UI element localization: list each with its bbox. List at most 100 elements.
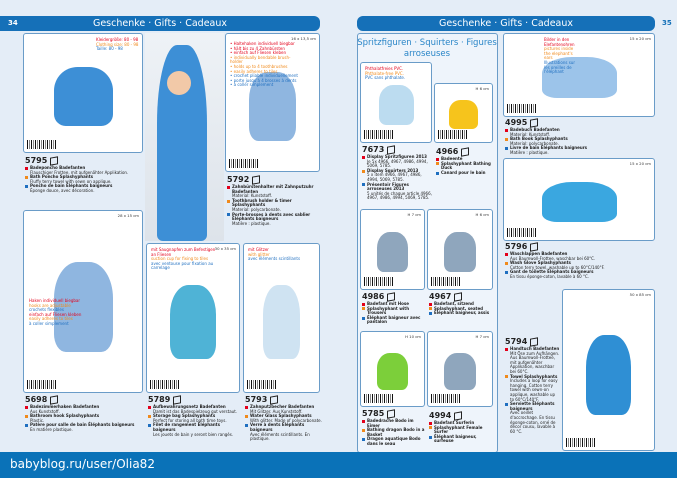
description-text: Bathroom hook Splashyphants Plastic. [30, 414, 99, 423]
language-marker-icon [362, 316, 365, 320]
description-text: Bath Book Splashyphants Material: polycar… [510, 137, 568, 146]
description-en: Splashyphant Bathing Duck [436, 161, 494, 171]
product-image-box-5789[interactable]: 30 x 35 cm mit Saugnapfen zum Befestigen … [146, 243, 240, 393]
product-image-box-5796[interactable]: 15 x 20 cm [503, 158, 655, 241]
description-de: Badefant mit Hose [362, 301, 427, 307]
product-info-5785: 5785 Badedrache Bodo im Eimer Bathing drag… [362, 409, 427, 447]
description-body: En tissu éponge-coton, lavable à 60 °C. [510, 273, 590, 279]
package-box-icon [530, 118, 539, 128]
product-illustration [444, 352, 476, 390]
product-image-box-4966[interactable]: H 6 cm [434, 83, 493, 143]
language-marker-icon [436, 171, 439, 175]
description-title: Splashyphant Female Surfer [434, 424, 483, 435]
package-box-icon [387, 145, 396, 155]
description-body: Plastic. [30, 417, 45, 423]
feature-notes: Phthalatfreies PVC. Phthalate-free PVC. PV… [365, 66, 425, 81]
description-text: Patère pour salle de bain Éléphants baig… [30, 423, 134, 432]
barcode [507, 104, 537, 113]
language-marker-icon [505, 271, 508, 275]
description-text: Dragon aquatique Bodo dans le seau [367, 437, 427, 446]
product-image-box-4994[interactable]: H 7 cm [427, 331, 493, 407]
product-info-7673: 7673 Display Spritzfiguren 2013 Je 5x 4966… [362, 145, 434, 201]
description-body: Material: Kunststoff. [510, 131, 551, 137]
description-body: Avec oeillet d'accrochage. En tissu épon… [510, 410, 556, 434]
product-image-box-4986[interactable]: H 7 cm [360, 209, 425, 290]
product-code: 7673 [362, 145, 434, 155]
description-fr: Livre de bain Éléphants baigneurs Matière… [505, 146, 655, 155]
description-text: Splashyphant Female Surfer [434, 424, 493, 435]
description-en: Wash Glove Splashyphants Cotton terry tow… [505, 261, 655, 270]
description-text: Éléphant baigneur, assis [434, 311, 489, 316]
description-text: Bath Poncho Splashyphants Fluffy terry to… [30, 175, 112, 184]
description-text: Display Spritzfiguren 2013 Je 5x 4966, 49… [367, 154, 434, 169]
barcode [364, 394, 394, 403]
product-code: 5794 [505, 336, 560, 347]
feature-note: Illustrations sur les oreilles de l'élép… [544, 59, 575, 75]
feature-note: einfach auf Fliesen kleben [29, 311, 82, 317]
description-title: Verre à dents Éléphants baigneurs [250, 422, 305, 432]
description-title: Toothbrush holder & timer Splashyphants [232, 197, 292, 208]
description-text: Verre à dents Éléphants baigneurs Avec él… [250, 423, 322, 441]
description-text: Éléphant baigneur, surfeuse [434, 434, 493, 444]
footer-url[interactable]: babyblog.ru/user/Olia82 [10, 457, 155, 471]
language-marker-icon [505, 252, 508, 256]
description-de: Badebuch Badefanten Material: Kunststoff. [505, 127, 655, 137]
description-text: Splashyphant, seated [434, 306, 483, 312]
product-info-5794: 5794 Handtuch Badefanten Mit Öse zum Aufhä… [505, 336, 560, 434]
size-label: 30 x 35 cm [214, 246, 236, 251]
product-image-box-5785[interactable]: H 10 cm [360, 331, 425, 407]
barcode [431, 277, 461, 286]
description-title: Bathroom hook Splashyphants [30, 413, 100, 419]
description-body: Matière : plastique. [510, 149, 549, 155]
feature-note: pictures inside the elephant's ears [544, 46, 574, 61]
header-bar-right: Geschenke · Gifts · Cadeaux [357, 16, 655, 31]
description-body: With glitter. Made of polycarbonate. [250, 417, 322, 423]
package-box-icon [454, 411, 463, 421]
product-code-number: 5794 [505, 336, 528, 346]
product-image-box-4995[interactable]: 15 x 20 cm Bilder in den Elefantenohren pi… [503, 33, 655, 117]
product-code-number: 5796 [505, 241, 528, 251]
description-title: Éléphant baigneur, assis [434, 310, 490, 316]
feature-note: Haken individuell biegbar [29, 298, 80, 303]
product-image-box-4967[interactable]: H 6 cm [427, 209, 493, 290]
description-title: Poncho de bain Éléphants baigneurs [30, 183, 113, 189]
language-marker-icon [25, 166, 28, 170]
description-body: 5 unités de chaque article 4966, 4967, 4… [367, 190, 432, 201]
product-image-box-5793[interactable]: mit Glitzer with glitter avec éléments sci… [243, 243, 320, 393]
description-fr: Patère pour salle de bain Éléphants baig… [25, 423, 143, 432]
product-code: 5785 [362, 409, 427, 419]
language-marker-icon [429, 302, 432, 306]
product-code: 5789 [148, 395, 240, 405]
product-image-box-7673[interactable]: Phthalatfreies PVC. Phthalate-free PVC. PV… [360, 62, 432, 143]
language-marker-icon [148, 414, 151, 418]
description-title: Livre de bain Éléphants baigneurs [510, 145, 588, 151]
feature-note: suction cup for fixing to tiles [151, 256, 209, 262]
product-code-number: 5795 [25, 155, 48, 165]
feature-note: easily adheres to tiles [29, 316, 73, 322]
description-en: Splashyphant with Trousers [362, 306, 427, 316]
feature-notes: mit Saugnapfen zum Befestigen an Fliesen… [151, 247, 221, 271]
language-marker-icon [362, 302, 365, 306]
footer-bar [0, 452, 677, 478]
barcode [566, 438, 596, 447]
language-marker-icon [362, 438, 365, 442]
description-de: Badefant, sitzend [429, 301, 493, 307]
language-marker-icon [436, 162, 439, 166]
description-de: Badeente [436, 156, 494, 162]
feature-note: with glitter [248, 251, 270, 257]
description-fr: Éléphant baigneur, surfeuse [429, 434, 493, 444]
product-image-box-5794[interactable]: 50 x 85 cm [562, 289, 655, 451]
description-de: Display Spritzfiguren 2013 Je 5x 4966, 49… [362, 154, 434, 169]
size-label: 16 x 13,5 cm [291, 36, 316, 41]
product-info-4995: 4995 Badebuch Badefanten Material: Kunstst… [505, 118, 655, 156]
description-title: Badebuch Badefanten [510, 127, 560, 132]
description-de: Zahnbürstenhalter mit Zahnputzuhr Badefa… [227, 184, 322, 199]
language-marker-icon [362, 183, 365, 187]
description-fr: Gant de toilette Éléphants baigneurs En t… [505, 270, 655, 279]
description-body: Material: polycarbonate. [232, 206, 281, 212]
product-image-box-5792[interactable]: 16 x 13,5 cm • Haltehaken individuell bie… [225, 33, 320, 172]
product-image-box-5698[interactable]: 28 x 15 cm Haken individuell biegbar hooks… [23, 210, 143, 393]
product-image-box-5795[interactable]: Kleidergröße: 80 - 98 Clothing size: 80 -… [23, 33, 143, 153]
feature-note: avec ventouse pour fixation au carrelage [151, 260, 214, 271]
size-label: 50 x 85 cm [629, 292, 651, 297]
